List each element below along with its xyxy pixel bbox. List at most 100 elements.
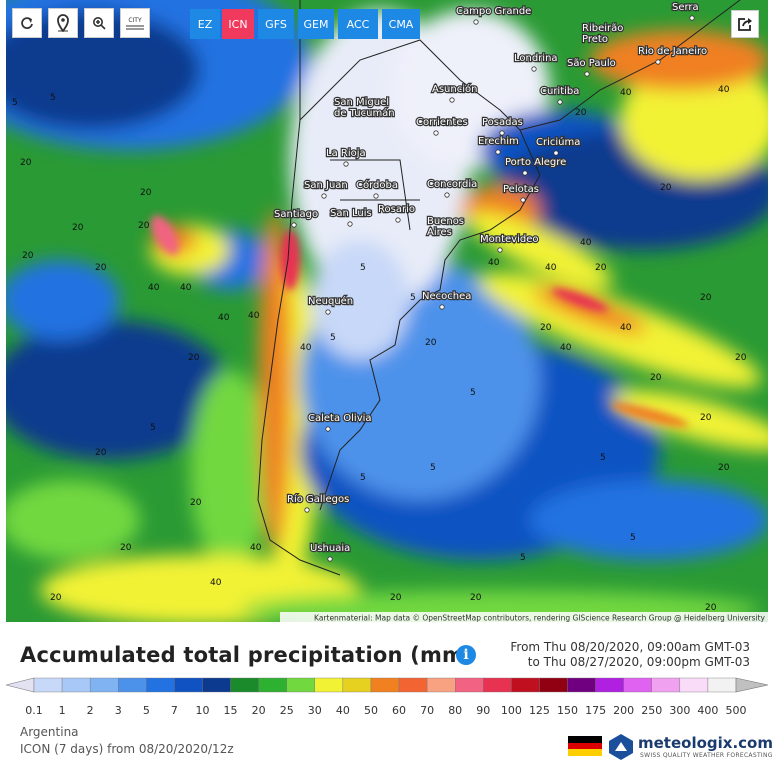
contour-label: 5 <box>470 388 476 398</box>
contour-label: 5 <box>430 463 436 473</box>
legend-swatch <box>314 677 344 693</box>
contour-label: 20 <box>22 251 34 261</box>
legend-swatch <box>651 677 681 693</box>
city-dot <box>522 170 528 176</box>
model-button[interactable]: EZ <box>190 9 220 39</box>
city-label: San Juan <box>304 180 348 191</box>
legend-swatch <box>567 677 596 693</box>
city-label: Rio de Janeiro <box>638 46 707 57</box>
legend-label: 400 <box>697 704 718 717</box>
city-label: Porto Alegre <box>505 157 566 168</box>
contour-label: 20 <box>595 263 607 273</box>
legend: 0.1 1 2 3 5 7 10 15 20 25 30 40 50 60 70 80 90 100 125 150 1… <box>5 677 769 717</box>
model-button[interactable]: ICN <box>222 9 254 39</box>
city-label: Curitiba <box>540 86 579 97</box>
city-label: San Luis <box>330 208 372 219</box>
legend-label: 5 <box>143 704 150 717</box>
contour-label: 20 <box>120 543 132 553</box>
legend-label: 80 <box>448 704 462 717</box>
model-button[interactable]: CMA <box>382 9 420 39</box>
contour-label: 5 <box>360 473 366 483</box>
contour-label: 40 <box>580 238 592 248</box>
contour-label: 40 <box>545 263 557 273</box>
city-dot <box>531 66 537 72</box>
legend-label: 7 <box>171 704 178 717</box>
city-label: de Tucumán <box>334 107 395 119</box>
location-icon <box>57 14 69 32</box>
contour-label: 5 <box>410 293 416 303</box>
city-label: Aires <box>427 227 452 238</box>
city-label: Necochea <box>422 291 471 302</box>
legend-label: 70 <box>420 704 434 717</box>
contour-label: 40 <box>248 311 260 321</box>
contour-label: 5 <box>50 93 56 103</box>
city-label: Erechim <box>478 136 519 147</box>
legend-swatch <box>230 677 259 693</box>
city-label: Corrientes <box>416 117 468 128</box>
city-label: Santiago <box>274 209 318 220</box>
legend-label: 1 <box>59 704 66 717</box>
model-button[interactable]: GEM <box>298 9 334 39</box>
legend-label: 25 <box>280 704 294 717</box>
city-label: Córdoba <box>356 179 398 191</box>
city-dot <box>599 36 605 42</box>
zoom-button[interactable] <box>84 8 114 38</box>
legend-label: 175 <box>585 704 606 717</box>
contour-label: 5 <box>330 333 336 343</box>
boundaries <box>257 0 741 576</box>
contour-label: 5 <box>150 423 156 433</box>
contour-label: 20 <box>140 188 152 198</box>
legend-label: 20 <box>252 704 266 717</box>
tagline: SWISS QUALITY WEATHER FORECASTING <box>640 752 773 759</box>
share-button[interactable] <box>731 10 759 38</box>
legend-swatch <box>118 677 147 693</box>
city-label: Concordia <box>427 179 477 190</box>
precip-field <box>6 0 768 622</box>
contour-label: 40 <box>250 543 262 553</box>
city-dot <box>325 309 331 315</box>
attribution: Kartenmaterial: Map data © OpenStreetMap… <box>314 614 766 623</box>
contour-label: 5 <box>12 98 18 108</box>
city-dot <box>347 221 353 227</box>
contour-label: 20 <box>425 338 437 348</box>
contour-label: 20 <box>575 108 587 118</box>
refresh-button[interactable] <box>12 8 42 38</box>
contour-label: 40 <box>210 578 222 588</box>
city-label: Pelotas <box>503 184 539 195</box>
legend-swatch <box>89 677 119 693</box>
city-label: Londrina <box>514 53 558 64</box>
date-from: From Thu 08/20/2020, 09:00am GMT-03 <box>510 640 750 654</box>
legend-label: 30 <box>308 704 322 717</box>
city-icon-text: CITY <box>128 16 142 24</box>
city-dot <box>553 150 559 156</box>
info-button[interactable]: i <box>456 645 476 665</box>
contour-label: 20 <box>735 353 747 363</box>
city-dot <box>689 15 695 21</box>
contour-label: 20 <box>540 323 552 333</box>
legend-label: 0.1 <box>25 704 43 717</box>
region: Argentina <box>20 725 79 739</box>
date-to: to Thu 08/27/2020, 09:00pm GMT-03 <box>527 655 750 669</box>
model-button[interactable]: ACC <box>338 9 378 39</box>
legend-label: 40 <box>336 704 350 717</box>
legend-swatch <box>455 677 484 693</box>
contour-label: 40 <box>560 343 572 353</box>
location-button[interactable] <box>48 8 78 38</box>
legend-label: 60 <box>392 704 406 717</box>
city-dot <box>520 197 526 203</box>
city-dot <box>325 426 331 432</box>
legend-arrow-right <box>735 677 769 693</box>
city-dot <box>444 229 450 235</box>
city-label: Ushuaia <box>310 543 350 554</box>
refresh-icon <box>21 17 33 29</box>
city-button[interactable]: CITY <box>120 8 150 38</box>
model-button[interactable]: GFS <box>258 9 294 39</box>
city-label: Serra <box>672 2 699 13</box>
zoom-icon <box>93 17 106 30</box>
city-label: Montevideo <box>480 234 538 245</box>
city-dot <box>444 192 450 198</box>
city-dot <box>373 193 379 199</box>
legend-label: 90 <box>476 704 490 717</box>
contour-label: 20 <box>20 158 32 168</box>
city-label: Rosario <box>378 204 415 215</box>
